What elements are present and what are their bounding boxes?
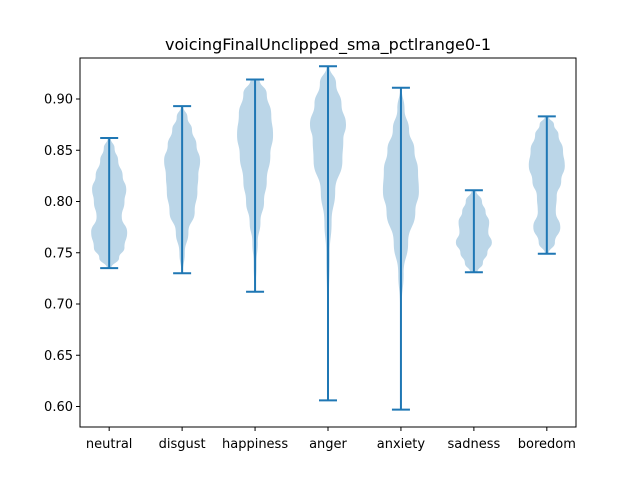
violin-neutral (91, 136, 128, 270)
plot-frame (79, 57, 577, 428)
x-tick-label-anxiety: anxiety (377, 437, 426, 452)
x-tick-label-boredom: boredom (518, 437, 576, 452)
x-tick-label-sadness: sadness (447, 437, 500, 452)
x-tick-label-anger: anger (309, 437, 347, 452)
violin-anger (310, 65, 346, 402)
violin-anxiety (382, 86, 419, 411)
chart-title: voicingFinalUnclipped_sma_pctlrange0-1 (165, 35, 491, 55)
x-axis: neutral disgust happiness anger anxiety sadne… (86, 427, 576, 452)
violins-group (91, 65, 565, 411)
y-tick-label: 0.80 (44, 195, 73, 210)
y-tick-label: 0.75 (44, 246, 73, 261)
violin-sadness (455, 189, 492, 274)
y-axis: 0.60 0.65 0.70 0.75 0.80 0.85 0.90 (44, 93, 80, 415)
x-tick-label-disgust: disgust (159, 437, 206, 452)
x-tick-label-happiness: happiness (222, 437, 288, 452)
y-tick-label: 0.70 (44, 298, 73, 313)
y-tick-label: 0.85 (44, 144, 73, 159)
y-tick-label: 0.65 (44, 349, 73, 364)
violin-boredom (528, 115, 565, 255)
violin-disgust (164, 105, 201, 275)
y-tick-label: 0.90 (44, 93, 73, 108)
violin-happiness (237, 78, 274, 293)
x-tick-label-neutral: neutral (86, 437, 133, 452)
y-tick-label: 0.60 (44, 400, 73, 415)
